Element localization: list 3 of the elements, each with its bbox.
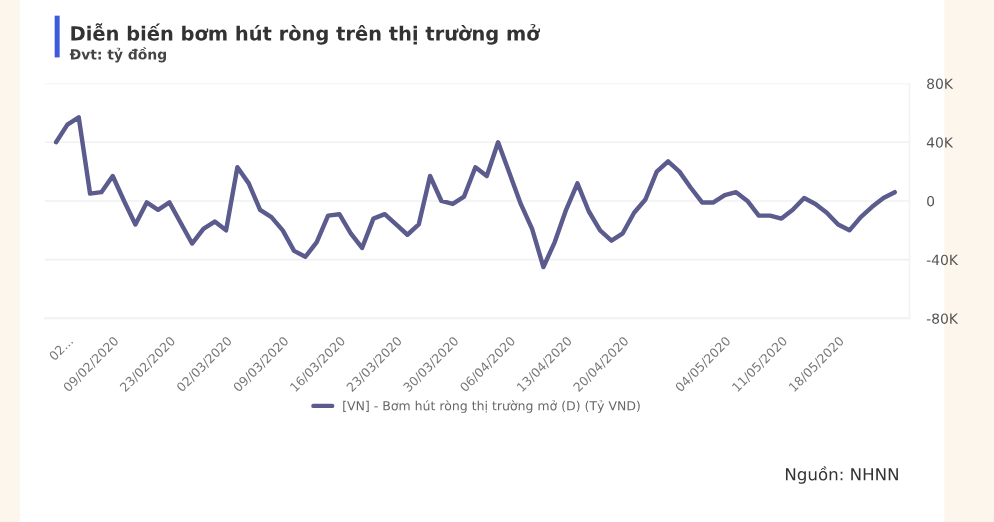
- text: Nguồn: NHNN: [785, 466, 898, 484]
- chart-title: Diễn biến bơm hút ròng trên thị trường mở: [71, 23, 541, 45]
- line-series: [53, 115, 897, 270]
